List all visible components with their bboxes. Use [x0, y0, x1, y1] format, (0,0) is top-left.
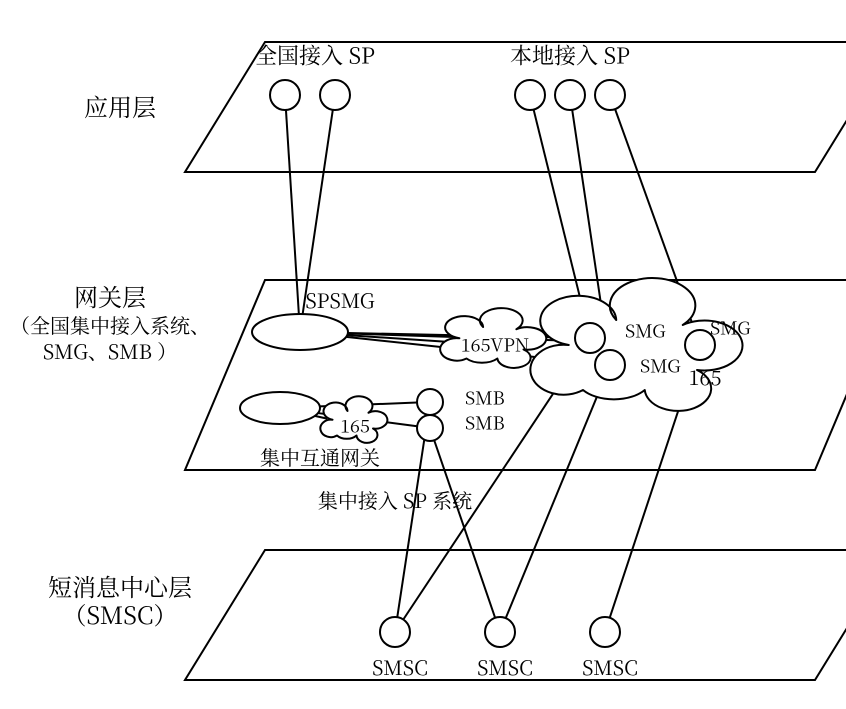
label-smg1: SMG — [625, 318, 666, 344]
node-smb2 — [417, 415, 443, 441]
label-smsc3: SMSC — [582, 652, 638, 681]
label-165: 165 — [689, 362, 722, 391]
node-smg1 — [575, 323, 605, 353]
layer-label-bot-2: （SMSC） — [62, 596, 177, 631]
label-smb2: SMB — [465, 410, 505, 436]
label-smsc1: SMSC — [372, 652, 428, 681]
edge — [434, 440, 495, 618]
layer-label-top: 应用层 — [84, 88, 156, 123]
label-smg3: SMG — [710, 315, 751, 341]
node-top-sp — [555, 80, 585, 110]
node-smsc — [590, 617, 620, 647]
node-smsc — [485, 617, 515, 647]
edge — [397, 415, 428, 617]
layer-label-mid-1: 网关层 — [74, 278, 146, 313]
node-smg2 — [595, 350, 625, 380]
label-smg2: SMG — [640, 353, 681, 379]
label-smb1: SMB — [465, 385, 505, 411]
node-top-sp — [595, 80, 625, 110]
label-access-sp: 集中接入 SP 系统 — [318, 485, 472, 514]
node-top-sp — [320, 80, 350, 110]
node-smsc — [380, 617, 410, 647]
layer-label-mid-2: （全国集中接入系统、 — [10, 310, 210, 339]
label-spsmg: SPSMG — [305, 285, 374, 314]
layer-label-mid-3: SMG、SMB ） — [43, 336, 177, 365]
edge — [534, 110, 587, 324]
node-top-sp — [515, 80, 545, 110]
label-smsc2: SMSC — [477, 652, 533, 681]
label-national-sp: 全国接入 SP — [255, 40, 375, 71]
node-smb1 — [417, 389, 443, 415]
edge — [286, 110, 299, 314]
label-165-small: 165 — [340, 413, 370, 439]
edge — [303, 110, 333, 314]
node-spsmg — [252, 314, 348, 350]
edge — [506, 379, 605, 618]
node-smb-ellipse — [240, 392, 320, 424]
label-local-sp: 本地接入 SP — [510, 40, 630, 71]
label-gateway: 集中互通网关 — [260, 442, 380, 471]
label-165vpn: 165VPN — [461, 332, 529, 358]
node-top-sp — [270, 80, 300, 110]
